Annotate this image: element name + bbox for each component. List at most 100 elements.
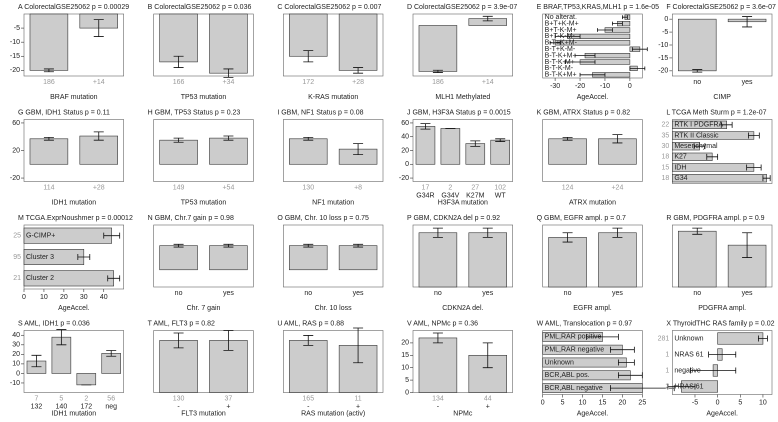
count-label: +14 xyxy=(482,79,494,86)
x-tick-label: yes xyxy=(223,290,234,297)
x-tick-label: no xyxy=(693,79,701,86)
x-tick-label: 0 xyxy=(541,399,545,406)
bar xyxy=(440,128,461,165)
x-tick-label: 20 xyxy=(60,294,68,301)
plot-frame xyxy=(153,330,254,393)
y-tick-label: -10 xyxy=(658,42,668,49)
x-tick-label: yes xyxy=(482,290,493,297)
error-bar xyxy=(93,19,104,37)
category-label: RTK II Classic xyxy=(674,132,719,139)
bar xyxy=(418,25,458,72)
bar xyxy=(415,126,436,165)
x-tick-label: no xyxy=(175,290,183,297)
x-tick-label: 30 xyxy=(80,294,88,301)
panel-title: R GBM, PDGFRA ampl. p = 0.9 xyxy=(666,215,764,222)
error-bar xyxy=(432,332,443,344)
bar xyxy=(598,232,637,288)
x-tick-label: -5 xyxy=(692,399,698,406)
bar xyxy=(678,230,717,288)
count-label: 44 xyxy=(484,395,492,402)
plot-frame xyxy=(412,224,513,288)
error-bar xyxy=(720,121,733,128)
x-tick-label: 132 xyxy=(31,403,43,410)
y-tick-label: -20 xyxy=(10,67,20,74)
x-axis-label: AgeAccel. xyxy=(58,305,90,312)
count-label: 130 xyxy=(173,395,185,402)
y-tick-label: -15 xyxy=(658,55,668,62)
category-label: PML,RAR negative xyxy=(545,347,605,354)
error-bar xyxy=(706,153,719,160)
error-bar xyxy=(667,383,696,390)
error-bar xyxy=(631,47,648,52)
y-tick-label: -20 xyxy=(399,175,409,182)
count-label: 281 xyxy=(658,335,670,342)
bar xyxy=(79,135,118,165)
error-bar xyxy=(586,333,619,340)
error-bar xyxy=(43,137,54,141)
panel-title: T AML, FLT3 p = 0.82 xyxy=(148,320,215,327)
bar xyxy=(490,139,510,165)
y-tick-label: 20 xyxy=(401,147,409,154)
x-axis-label: ATRX mutation xyxy=(569,199,616,206)
x-axis-label: EGFR ampl. xyxy=(573,305,612,312)
x-axis-label: AgeAccel. xyxy=(577,94,609,101)
bar xyxy=(418,337,458,393)
error-bar xyxy=(432,227,443,238)
x-tick-label: K27M xyxy=(466,192,484,199)
error-bar xyxy=(482,227,493,238)
category-label: negative xyxy=(674,367,701,374)
category-label: B-T-K+M- xyxy=(545,52,576,59)
bar xyxy=(289,13,328,57)
x-axis-label: AgeAccel. xyxy=(577,410,609,417)
plot-frame xyxy=(283,224,384,288)
x-tick-label: + xyxy=(486,403,490,410)
error-bar xyxy=(303,50,314,63)
plot-frame xyxy=(412,330,513,393)
bar xyxy=(159,13,198,63)
count-label: 30 xyxy=(662,143,670,150)
error-bar xyxy=(106,350,117,357)
x-tick-label: 140 xyxy=(56,403,68,410)
panel-title: D ColorectalGSE25062 p = 3.9e-07 xyxy=(407,4,517,11)
category-label: B-T-K+M+ xyxy=(545,72,577,79)
category-label: B-T-K-M+ xyxy=(545,59,575,66)
error-bar xyxy=(692,227,703,235)
bar xyxy=(159,245,198,271)
bar xyxy=(159,139,198,165)
error-bar xyxy=(482,342,493,369)
plot-frame xyxy=(153,13,254,77)
plot-frame xyxy=(672,330,773,395)
count-label: 18 xyxy=(662,154,670,161)
x-tick-label: no xyxy=(564,290,572,297)
y-tick-label: 10 xyxy=(401,365,409,372)
error-bar xyxy=(223,135,234,141)
y-tick-label: 0 xyxy=(664,16,668,23)
bar xyxy=(29,13,69,71)
category-label: B-T+K+M- xyxy=(545,40,578,47)
error-bar xyxy=(31,354,42,368)
bar xyxy=(209,13,248,74)
x-tick-label: -30 xyxy=(550,83,560,90)
plot-frame xyxy=(153,224,254,288)
error-bar xyxy=(353,327,364,364)
bar xyxy=(289,245,328,271)
panel-title: E BRAF,TP53,KRAS,MLH1 p = 1.6e-05 xyxy=(537,4,659,11)
error-bar xyxy=(303,243,314,248)
count-label: +8 xyxy=(354,184,362,191)
count-label: +28 xyxy=(352,79,364,86)
category-label: No alterat. xyxy=(545,14,577,21)
category-label: HRAS 61 xyxy=(674,383,703,390)
count-label: 186 xyxy=(432,79,444,86)
y-tick-label: -5 xyxy=(662,29,668,36)
category-label: B+T-K-M+ xyxy=(545,27,577,34)
y-tick-label: 40 xyxy=(12,332,20,339)
bar xyxy=(717,332,764,345)
count-label: 37 xyxy=(225,395,233,402)
bar xyxy=(678,18,717,72)
count-label: 2 xyxy=(84,395,88,402)
count-label: 56 xyxy=(107,395,115,402)
x-tick-label: 5 xyxy=(561,399,565,406)
bar xyxy=(289,340,328,393)
count-label: 27 xyxy=(471,184,479,191)
y-tick-label: -5 xyxy=(14,25,20,32)
